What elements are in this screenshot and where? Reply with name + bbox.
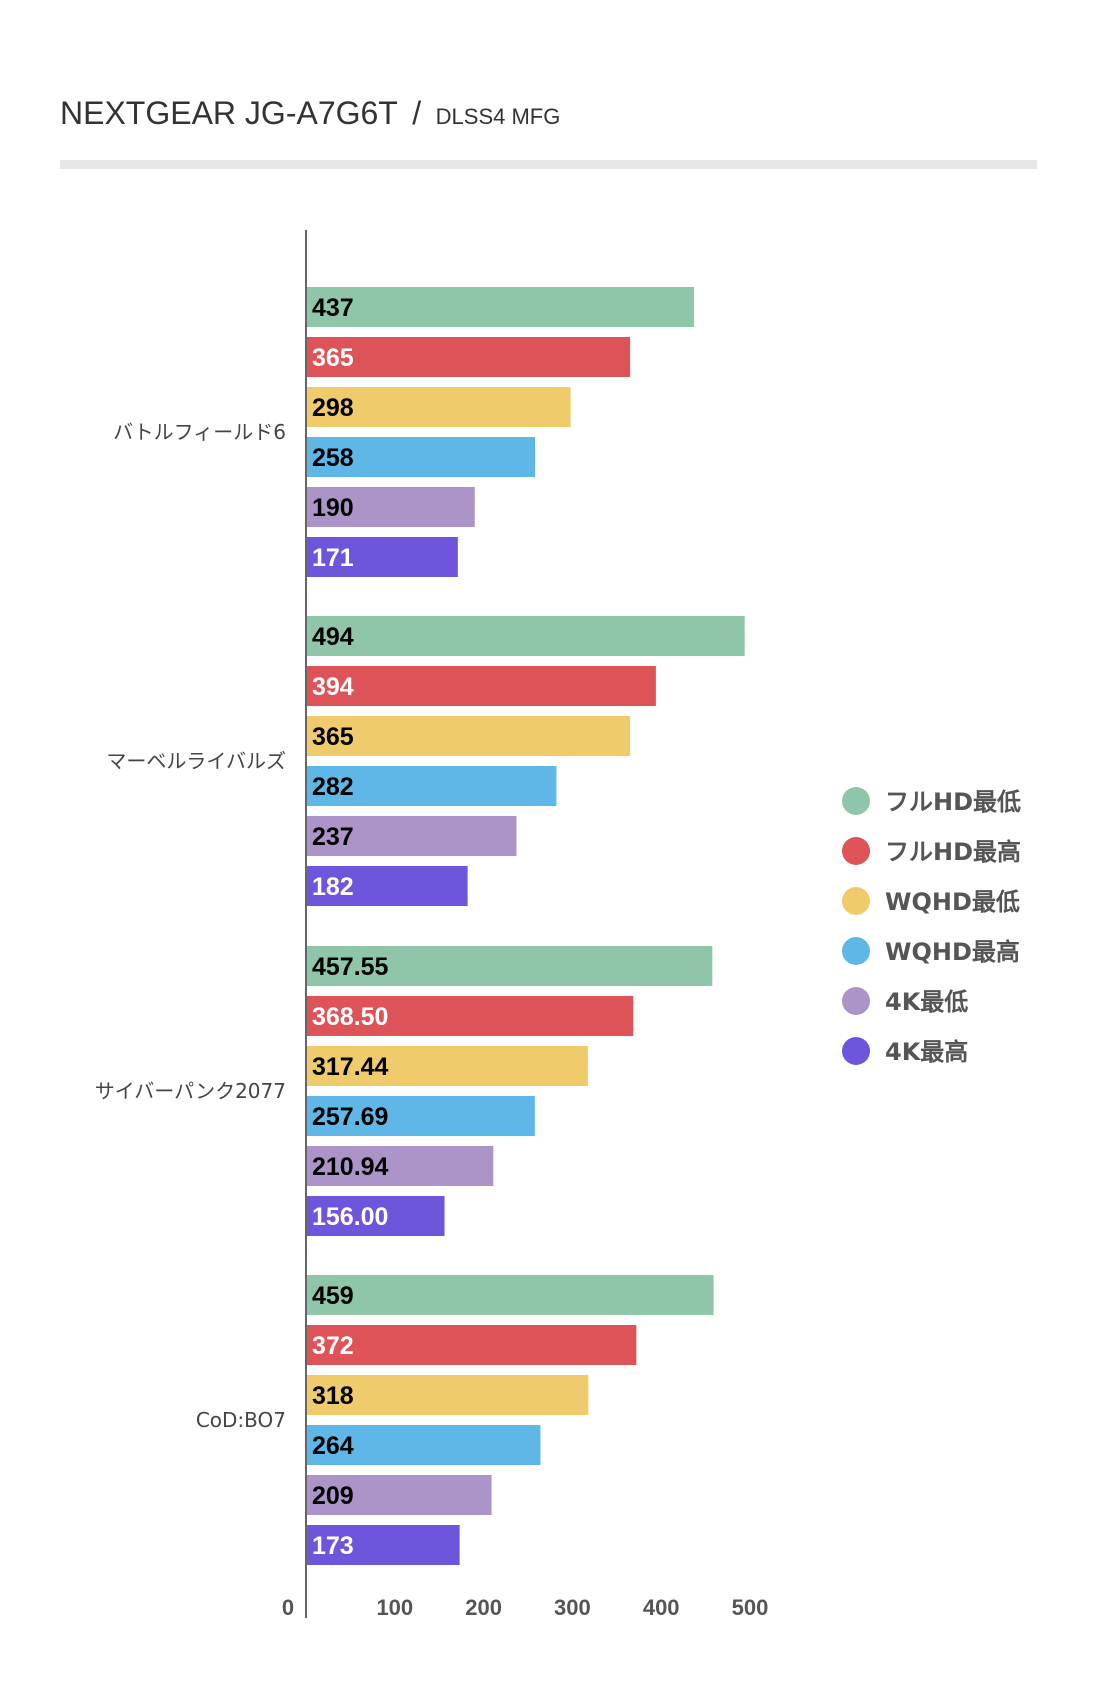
data-label: 394 <box>312 673 354 701</box>
data-label: 457.55 <box>312 953 389 981</box>
title-divider <box>60 160 1037 169</box>
data-label: 437 <box>312 294 354 322</box>
legend-marker <box>842 837 870 865</box>
bar <box>306 487 475 527</box>
legend-marker <box>842 1037 870 1065</box>
bar <box>306 1046 588 1086</box>
bar <box>306 1375 589 1415</box>
x-tick-label: 400 <box>643 1595 680 1620</box>
data-label: 318 <box>312 1382 354 1410</box>
bar <box>306 1425 541 1465</box>
category-label: サイバーパンク2077 <box>95 1079 286 1103</box>
data-label: 210.94 <box>312 1153 389 1181</box>
legend-marker <box>842 937 870 965</box>
bar <box>306 1196 445 1236</box>
bar <box>306 1146 494 1186</box>
data-label: 459 <box>312 1282 354 1310</box>
bar <box>306 816 517 856</box>
data-label: 298 <box>312 394 354 422</box>
x-tick-label: 500 <box>732 1595 769 1620</box>
data-label: 372 <box>312 1332 354 1360</box>
data-label: 171 <box>312 544 354 572</box>
data-label: 257.69 <box>312 1103 388 1131</box>
data-label: 494 <box>312 623 354 651</box>
x-tick-label: 200 <box>465 1595 502 1620</box>
category-label: CoD:BO7 <box>196 1408 286 1432</box>
bar <box>306 1096 535 1136</box>
data-label: 190 <box>312 494 354 522</box>
chart-title: NEXTGEAR JG-A7G6T <box>60 95 398 131</box>
data-label: 368.50 <box>312 1003 388 1031</box>
bar <box>306 1525 460 1565</box>
legend-label: 4K最低 <box>885 988 968 1016</box>
legend-label: フルHD最低 <box>885 788 1021 816</box>
data-label: 209 <box>312 1482 354 1510</box>
bar <box>306 616 745 656</box>
bar <box>306 437 536 477</box>
category-label: バトルフィールド6 <box>113 420 286 444</box>
chart-title-line: NEXTGEAR JG-A7G6T / DLSS4 MFG <box>60 95 560 131</box>
data-label: 173 <box>312 1532 354 1560</box>
x-tick-label: 100 <box>376 1595 413 1620</box>
bar <box>306 946 713 986</box>
bar <box>306 287 695 327</box>
bar <box>306 387 571 427</box>
bar <box>306 716 631 756</box>
data-label: 258 <box>312 444 354 472</box>
bar <box>306 1275 714 1315</box>
bar <box>306 766 557 806</box>
category-label: マーベルライバルズ <box>106 749 286 773</box>
data-label: 365 <box>312 723 354 751</box>
data-label: 365 <box>312 344 354 372</box>
chart-title-separator: / <box>412 95 421 131</box>
legend-label: WQHD最高 <box>885 938 1020 966</box>
data-label: 264 <box>312 1432 354 1460</box>
bar <box>306 1325 637 1365</box>
data-label: 282 <box>312 773 354 801</box>
bar <box>306 996 634 1036</box>
x-tick-label: 300 <box>554 1595 591 1620</box>
chart-subtitle: DLSS4 MFG <box>436 104 561 129</box>
bar <box>306 537 458 577</box>
data-label: 156.00 <box>312 1203 388 1231</box>
x-axis-ticks: 0 100 200 300 400 500 <box>282 1595 768 1620</box>
legend-label: WQHD最低 <box>885 888 1020 916</box>
bar <box>306 866 468 906</box>
data-label: 317.44 <box>312 1053 389 1081</box>
legend-marker <box>842 887 870 915</box>
x-tick-label: 0 <box>282 1595 294 1620</box>
legend-marker <box>842 987 870 1015</box>
legend-label: 4K最高 <box>885 1038 968 1066</box>
legend-marker <box>842 787 870 815</box>
data-label: 182 <box>312 873 354 901</box>
legend-label: フルHD最高 <box>885 838 1021 866</box>
bar <box>306 337 631 377</box>
bars-group: 437 365 298 258 190 171 494 394 365 282 237 182 457.… <box>306 287 745 1565</box>
bar <box>306 1475 492 1515</box>
data-label: 237 <box>312 823 354 851</box>
bar <box>306 666 656 706</box>
